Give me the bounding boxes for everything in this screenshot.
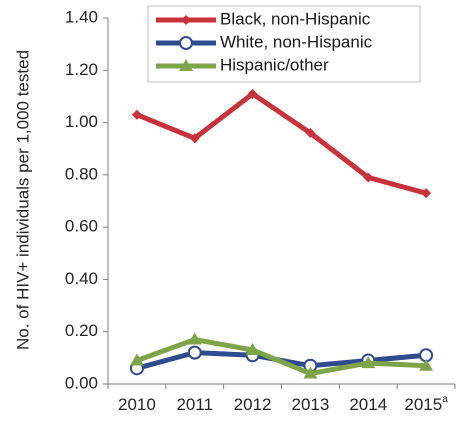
legend-entry: Black, non-Hispanic [156,9,371,28]
data-point [187,332,202,345]
data-point [247,88,258,99]
data-point [131,109,142,120]
legend-label: Black, non-Hispanic [220,9,371,28]
data-point [419,358,434,371]
data-point [421,188,432,199]
data-point [189,133,200,144]
y-axis-label: No. of HIV+ individuals per 1,000 tested [13,50,32,350]
series-line [135,91,427,196]
y-tick-label: 0.00 [65,373,98,392]
legend-entry: Hispanic/other [156,55,329,74]
legend-marker [181,15,191,25]
y-tick-label: 0.20 [65,321,98,340]
y-tick-label: 0.80 [65,164,98,183]
x-tick-label: 2011 [176,395,213,414]
data-point [245,343,260,356]
x-tick-label: 2010 [118,395,156,414]
series-black-non-hispanic [131,88,432,199]
data-point [187,345,202,360]
data-point [305,128,316,139]
x-tick-label: 2014 [349,395,387,414]
data-point [363,172,374,183]
x-tick-label: 2012 [234,395,272,414]
x-tick-footnote: a [442,394,448,405]
legend-label: White, non-Hispanic [220,32,373,51]
data-point [361,356,376,369]
legend-label: Hispanic/other [220,55,329,74]
y-tick-label: 1.20 [65,60,98,79]
x-tick-label: 2013 [292,395,330,414]
axes: 0.00 0.20 0.40 0.60 0.80 1.00 1.20 1.40 2010 2011… [65,7,456,414]
series-hispanic-other [129,332,434,379]
y-tick-label: 0.40 [65,269,98,288]
y-tick-label: 0.60 [65,217,98,236]
y-tick-label: 1.40 [65,7,98,26]
series-layer [129,88,434,379]
data-point [303,366,318,379]
y-tick-label: 1.00 [65,112,98,131]
x-tick-label: 2015a [404,394,448,414]
legend-marker [179,59,193,71]
legend: Black, non-Hispanic White, non-Hispanic Hi… [147,5,421,83]
legend-entry: White, non-Hispanic [156,32,373,51]
legend-marker [179,36,193,50]
data-point [129,353,144,366]
series-line [136,337,427,377]
